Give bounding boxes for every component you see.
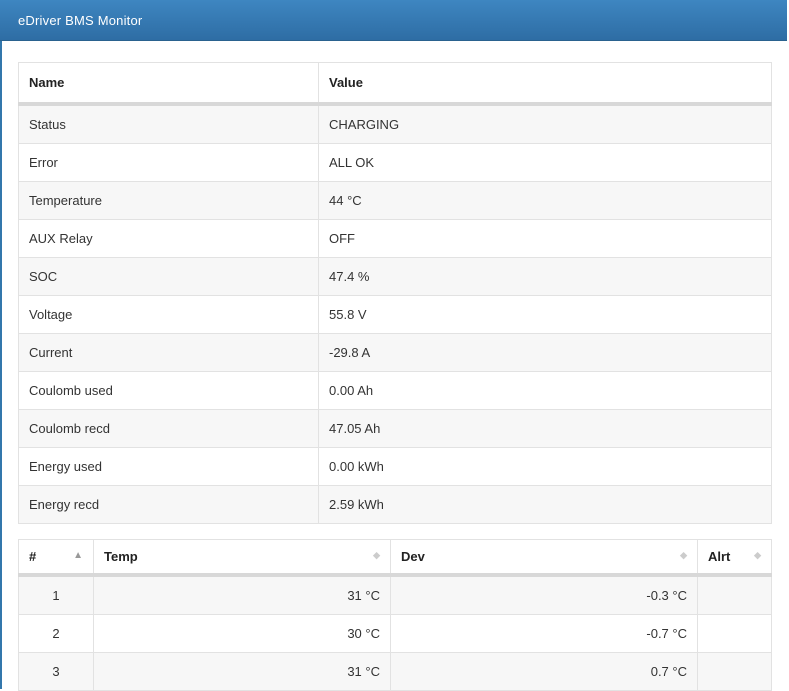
sort-asc-icon: ▲ (73, 550, 83, 561)
column-header-temp-label: Temp (104, 549, 138, 564)
table-row: Error ALL OK (18, 143, 772, 182)
name-cell: Current (18, 333, 319, 372)
table-row: Temperature 44 °C (18, 181, 772, 220)
table-row: Energy recd 2.59 kWh (18, 485, 772, 524)
name-cell: Voltage (18, 295, 319, 334)
table-row: Voltage 55.8 V (18, 295, 772, 334)
name-cell: Energy recd (18, 485, 319, 524)
cell-temps-table: # ▲ Temp ◆ Dev ◆ Alrt ◆ (18, 539, 772, 691)
status-table-header-value: Value (318, 62, 772, 106)
table-row: 3 31 °C 0.7 °C (18, 652, 772, 691)
status-table: Name Value Status CHARGING Error ALL OK … (18, 62, 772, 524)
status-table-header-row: Name Value (18, 62, 772, 106)
name-cell: AUX Relay (18, 219, 319, 258)
cell-number: 3 (18, 652, 94, 691)
name-cell: Error (18, 143, 319, 182)
cell-temperature: 31 °C (93, 574, 391, 615)
column-header-alrt[interactable]: Alrt ◆ (697, 539, 772, 577)
table-row: Energy used 0.00 kWh (18, 447, 772, 486)
cell-deviation: -0.7 °C (390, 614, 698, 653)
table-row: 2 30 °C -0.7 °C (18, 614, 772, 653)
value-cell: 0.00 kWh (318, 447, 772, 486)
sort-both-icon: ◆ (373, 550, 380, 560)
column-header-temp[interactable]: Temp ◆ (93, 539, 391, 577)
value-cell: -29.8 A (318, 333, 772, 372)
cell-alert (697, 574, 772, 615)
page-title: eDriver BMS Monitor (18, 12, 143, 28)
value-cell: 2.59 kWh (318, 485, 772, 524)
column-header-num-label: # (29, 549, 37, 564)
app-header: eDriver BMS Monitor (0, 0, 787, 41)
name-cell: SOC (18, 257, 319, 296)
table-row: 1 31 °C -0.3 °C (18, 574, 772, 615)
cell-number: 2 (18, 614, 94, 653)
name-cell: Energy used (18, 447, 319, 486)
table-row: Coulomb used 0.00 Ah (18, 371, 772, 410)
table-row: SOC 47.4 % (18, 257, 772, 296)
column-header-num[interactable]: # ▲ (18, 539, 94, 577)
cell-temperature: 31 °C (93, 652, 391, 691)
cell-temperature: 30 °C (93, 614, 391, 653)
table-row: Current -29.8 A (18, 333, 772, 372)
table-row: AUX Relay OFF (18, 219, 772, 258)
name-cell: Coulomb recd (18, 409, 319, 448)
value-cell: 44 °C (318, 181, 772, 220)
cell-deviation: -0.3 °C (390, 574, 698, 615)
status-table-header-name: Name (18, 62, 319, 106)
column-header-dev-label: Dev (401, 549, 425, 564)
value-cell: 0.00 Ah (318, 371, 772, 410)
table-row: Coulomb recd 47.05 Ah (18, 409, 772, 448)
cell-deviation: 0.7 °C (390, 652, 698, 691)
sort-both-icon: ◆ (754, 550, 761, 560)
column-header-alrt-label: Alrt (708, 549, 731, 564)
value-cell: CHARGING (318, 103, 772, 144)
name-cell: Status (18, 103, 319, 144)
page-content: Name Value Status CHARGING Error ALL OK … (2, 41, 787, 691)
cell-alert (697, 614, 772, 653)
sort-both-icon: ◆ (680, 550, 687, 560)
table-row: Status CHARGING (18, 103, 772, 144)
name-cell: Temperature (18, 181, 319, 220)
value-cell: ALL OK (318, 143, 772, 182)
value-cell: OFF (318, 219, 772, 258)
value-cell: 47.4 % (318, 257, 772, 296)
value-cell: 55.8 V (318, 295, 772, 334)
cells-table-header-row: # ▲ Temp ◆ Dev ◆ Alrt ◆ (18, 539, 772, 577)
value-cell: 47.05 Ah (318, 409, 772, 448)
column-header-dev[interactable]: Dev ◆ (390, 539, 698, 577)
cell-number: 1 (18, 574, 94, 615)
name-cell: Coulomb used (18, 371, 319, 410)
cell-alert (697, 652, 772, 691)
